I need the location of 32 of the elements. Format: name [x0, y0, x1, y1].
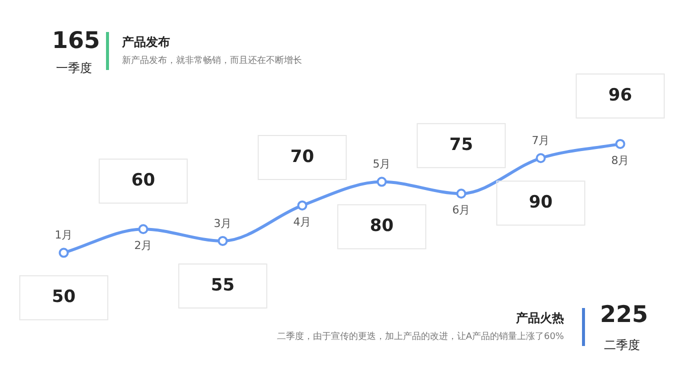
point [58, 248, 69, 258]
x-tick-label: 5月 [372, 158, 391, 171]
text: 165 [52, 28, 100, 54]
point [376, 176, 387, 187]
data-label: 70 [290, 146, 314, 167]
x-tick-label: 1月 [54, 228, 73, 242]
x-tick-label: 6月 [452, 203, 470, 216]
text: 二季度，由于宣传的更迭，加上产品的改进，让A产品的销量上涨了60% [276, 330, 564, 343]
point [138, 224, 148, 234]
x-tick-label: 2月 [134, 238, 152, 252]
data-label: 60 [131, 170, 156, 191]
point [456, 188, 466, 199]
data-label: 96 [608, 85, 632, 106]
data-label: 80 [370, 216, 394, 236]
text: 一季度 [56, 60, 92, 77]
text: 产品发布 [122, 34, 170, 51]
point [615, 138, 626, 149]
x-tick-label: 8月 [611, 154, 630, 167]
text: 二季度 [604, 337, 640, 354]
point [536, 153, 546, 164]
data-label: 55 [210, 275, 235, 296]
text: 新产品发布，就非常畅销，而且还在不断增长 [122, 54, 302, 67]
x-tick-label: 7月 [532, 134, 550, 147]
data-label: 90 [528, 192, 553, 213]
data-label: 75 [449, 135, 474, 156]
data-label: 50 [52, 287, 76, 308]
point [218, 236, 228, 246]
x-tick-label: 4月 [293, 215, 312, 228]
text: 产品火热 [516, 310, 564, 327]
text: 225 [600, 302, 648, 328]
point [297, 200, 308, 210]
x-tick-label: 3月 [214, 216, 232, 230]
